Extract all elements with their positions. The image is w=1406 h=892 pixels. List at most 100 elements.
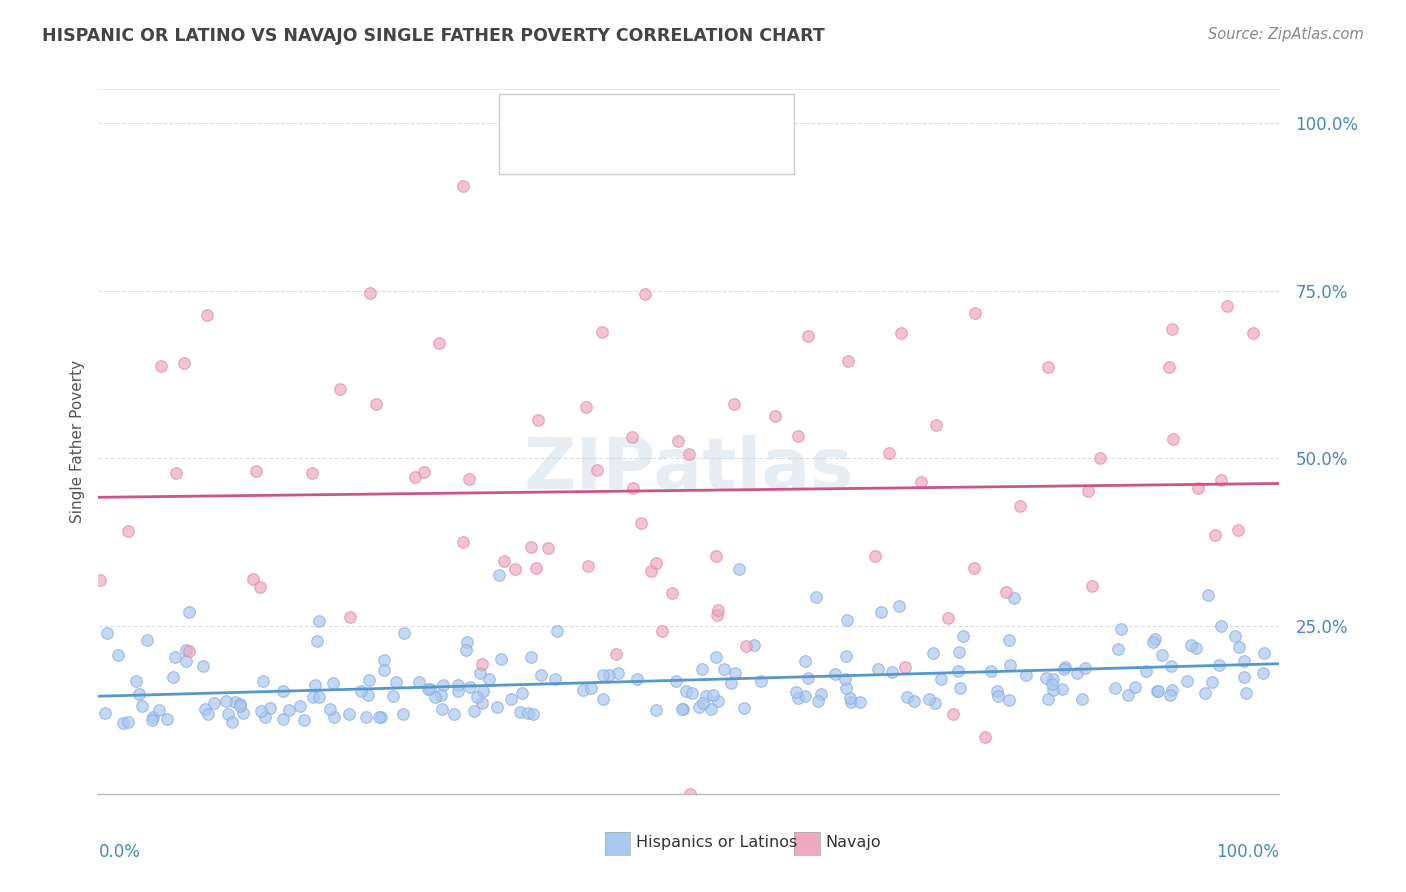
Point: [242, 572, 264, 586]
Point: [592, 667, 614, 681]
Text: ZIPatlas: ZIPatlas: [524, 435, 853, 504]
Point: [785, 685, 807, 699]
Point: [1208, 657, 1230, 672]
Point: [339, 609, 361, 624]
Y-axis label: Single Father Poverty: Single Father Poverty: [69, 360, 84, 523]
Point: [524, 561, 547, 575]
Point: [1227, 523, 1250, 537]
Point: [666, 434, 689, 448]
Point: [215, 694, 238, 708]
Point: [720, 676, 742, 690]
Point: [427, 336, 450, 351]
Point: [890, 326, 912, 340]
Point: [451, 178, 474, 193]
Point: [952, 629, 974, 643]
Point: [675, 683, 697, 698]
Point: [713, 662, 735, 676]
Point: [586, 463, 609, 477]
Point: [392, 626, 415, 640]
Point: [948, 665, 970, 679]
Point: [1042, 683, 1064, 698]
Point: [458, 680, 481, 694]
Point: [373, 653, 395, 667]
Point: [520, 650, 543, 665]
Point: [1194, 686, 1216, 700]
Point: [392, 707, 415, 722]
Point: [841, 695, 863, 709]
Point: [229, 699, 252, 714]
Point: [1253, 646, 1275, 660]
Point: [763, 409, 786, 424]
Point: [1123, 681, 1146, 695]
Point: [1159, 688, 1181, 702]
Point: [408, 674, 430, 689]
Point: [277, 702, 299, 716]
Point: [640, 564, 662, 578]
Point: [368, 709, 391, 723]
Point: [863, 549, 886, 563]
Point: [787, 690, 810, 705]
Point: [366, 397, 388, 411]
Point: [150, 359, 173, 374]
Point: [454, 642, 477, 657]
Point: [1002, 591, 1025, 605]
Point: [530, 668, 553, 682]
Point: [903, 693, 925, 707]
Point: [162, 670, 184, 684]
Point: [373, 663, 395, 677]
Point: [478, 672, 501, 686]
Point: [581, 681, 603, 696]
Point: [217, 707, 239, 722]
Point: [1233, 654, 1256, 668]
Point: [598, 667, 620, 681]
Point: [1175, 674, 1198, 689]
Point: [980, 664, 1002, 678]
Text: HISPANIC OR LATINO VS NAVAJO SINGLE FATHER POVERTY CORRELATION CHART: HISPANIC OR LATINO VS NAVAJO SINGLE FATH…: [42, 27, 825, 45]
Point: [575, 400, 598, 414]
Point: [499, 692, 522, 706]
Point: [510, 686, 533, 700]
Point: [688, 700, 710, 714]
Point: [796, 329, 818, 343]
Point: [359, 286, 381, 301]
Point: [381, 689, 404, 703]
Point: [456, 635, 478, 649]
Point: [837, 354, 859, 368]
Point: [882, 665, 904, 679]
Point: [489, 652, 512, 666]
Point: [787, 428, 810, 442]
Point: [797, 672, 820, 686]
Point: [704, 549, 727, 563]
Point: [1135, 664, 1157, 678]
Point: [305, 634, 328, 648]
Point: [522, 706, 544, 721]
Point: [117, 524, 139, 538]
Point: [645, 556, 668, 570]
Point: [824, 667, 846, 681]
Text: Source: ZipAtlas.com: Source: ZipAtlas.com: [1208, 27, 1364, 42]
Point: [249, 580, 271, 594]
Point: [96, 626, 118, 640]
Point: [949, 681, 972, 695]
Point: [271, 683, 294, 698]
Point: [494, 554, 516, 568]
Point: [894, 660, 917, 674]
Point: [302, 690, 325, 704]
Point: [986, 684, 1008, 698]
Point: [1050, 681, 1073, 696]
Point: [1147, 683, 1170, 698]
Point: [1150, 648, 1173, 662]
Point: [124, 674, 146, 689]
Point: [308, 614, 330, 628]
Point: [1015, 668, 1038, 682]
Point: [288, 698, 311, 713]
Point: [94, 706, 117, 720]
Point: [1223, 629, 1246, 643]
Point: [423, 690, 446, 704]
Point: [384, 674, 406, 689]
Text: R =: R =: [548, 145, 588, 163]
Point: [936, 611, 959, 625]
Point: [447, 678, 470, 692]
Point: [245, 464, 267, 478]
Point: [942, 707, 965, 722]
